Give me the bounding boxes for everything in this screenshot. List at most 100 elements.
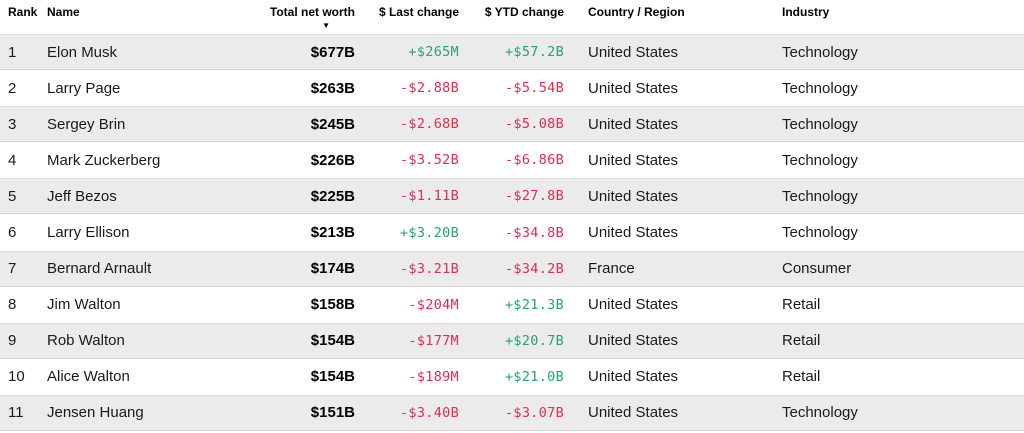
cell-net-worth: $677B xyxy=(310,43,355,61)
cell-rank: 7 xyxy=(8,260,17,278)
cell-last-change: -$189M xyxy=(408,368,459,385)
cell-country: United States xyxy=(588,187,679,205)
cell-net-worth: $158B xyxy=(310,296,355,314)
cell-country: United States xyxy=(588,296,679,314)
cell-name: Alice Walton xyxy=(47,368,130,386)
cell-country: United States xyxy=(588,404,679,422)
cell-name: Larry Page xyxy=(47,79,121,97)
cell-net-worth: $154B xyxy=(310,332,355,350)
cell-last-change: -$177M xyxy=(408,332,459,349)
cell-name: Sergey Brin xyxy=(47,115,126,133)
column-header-net-worth[interactable]: Total net worth ▼ xyxy=(255,5,355,34)
cell-industry: Technology xyxy=(782,151,858,169)
cell-name: Bernard Arnault xyxy=(47,260,152,278)
sort-desc-icon: ▼ xyxy=(322,21,330,30)
cell-name: Jensen Huang xyxy=(47,404,144,422)
table-row[interactable]: 3 Sergey Brin $245B -$2.68B -$5.08B Unit… xyxy=(0,106,1024,143)
column-header-industry[interactable]: Industry xyxy=(782,5,830,19)
cell-country: United States xyxy=(588,368,679,386)
cell-name: Rob Walton xyxy=(47,332,125,350)
cell-last-change: -$3.52B xyxy=(400,152,459,169)
cell-ytd-change: +$20.7B xyxy=(505,332,564,349)
cell-industry: Consumer xyxy=(782,260,852,278)
cell-last-change: -$204M xyxy=(408,296,459,313)
cell-net-worth: $213B xyxy=(310,224,355,242)
cell-rank: 1 xyxy=(8,43,17,61)
table-row[interactable]: 11 Jensen Huang $151B -$3.40B -$3.07B Un… xyxy=(0,394,1024,432)
cell-industry: Retail xyxy=(782,332,821,350)
cell-ytd-change: -$34.2B xyxy=(505,260,564,277)
cell-industry: Technology xyxy=(782,115,858,133)
cell-rank: 4 xyxy=(8,151,17,169)
cell-industry: Technology xyxy=(782,404,858,422)
column-header-ytd-change[interactable]: $ YTD change xyxy=(484,5,564,19)
cell-name: Jeff Bezos xyxy=(47,187,117,205)
cell-last-change: +$3.20B xyxy=(400,224,459,241)
cell-ytd-change: -$5.54B xyxy=(505,80,564,97)
cell-ytd-change: -$5.08B xyxy=(505,116,564,133)
cell-country: France xyxy=(588,260,635,278)
table-row[interactable]: 9 Rob Walton $154B -$177M +$20.7B United… xyxy=(0,322,1024,359)
cell-ytd-change: +$57.2B xyxy=(505,44,564,61)
cell-country: United States xyxy=(588,79,679,97)
cell-name: Larry Ellison xyxy=(47,224,130,242)
cell-net-worth: $226B xyxy=(310,151,355,169)
table-row[interactable]: 1 Elon Musk $677B +$265M +$57.2B United … xyxy=(0,34,1024,71)
cell-last-change: -$2.88B xyxy=(400,80,459,97)
cell-last-change: +$265M xyxy=(408,44,459,61)
cell-name: Mark Zuckerberg xyxy=(47,151,161,169)
table-row[interactable]: 7 Bernard Arnault $174B -$3.21B -$34.2B … xyxy=(0,250,1024,287)
cell-last-change: -$1.11B xyxy=(400,188,459,205)
cell-net-worth: $154B xyxy=(310,368,355,386)
cell-net-worth: $151B xyxy=(310,404,355,422)
table-row[interactable]: 10 Alice Walton $154B -$189M +$21.0B Uni… xyxy=(0,358,1024,395)
cell-rank: 8 xyxy=(8,296,17,314)
cell-ytd-change: -$6.86B xyxy=(505,152,564,169)
cell-rank: 6 xyxy=(8,224,17,242)
cell-country: United States xyxy=(588,115,679,133)
cell-industry: Technology xyxy=(782,224,858,242)
table-body: 1 Elon Musk $677B +$265M +$57.2B United … xyxy=(0,34,1024,432)
column-header-country[interactable]: Country / Region xyxy=(588,5,685,19)
column-header-net-worth-label: Total net worth xyxy=(269,5,355,19)
cell-name: Jim Walton xyxy=(47,296,121,314)
cell-rank: 5 xyxy=(8,187,17,205)
cell-net-worth: $174B xyxy=(310,260,355,278)
cell-name: Elon Musk xyxy=(47,43,118,61)
cell-ytd-change: -$27.8B xyxy=(505,188,564,205)
cell-net-worth: $263B xyxy=(310,79,355,97)
cell-ytd-change: +$21.3B xyxy=(505,296,564,313)
cell-rank: 3 xyxy=(8,115,17,133)
cell-ytd-change: -$34.8B xyxy=(505,224,564,241)
column-header-rank[interactable]: Rank xyxy=(8,5,38,19)
table-row[interactable]: 8 Jim Walton $158B -$204M +$21.3B United… xyxy=(0,286,1024,323)
table-row[interactable]: 2 Larry Page $263B -$2.88B -$5.54B Unite… xyxy=(0,70,1024,107)
cell-rank: 10 xyxy=(8,368,25,386)
cell-country: United States xyxy=(588,151,679,169)
cell-rank: 9 xyxy=(8,332,17,350)
table-row[interactable]: 5 Jeff Bezos $225B -$1.11B -$27.8B Unite… xyxy=(0,178,1024,215)
cell-last-change: -$3.40B xyxy=(400,404,459,421)
cell-net-worth: $225B xyxy=(310,187,355,205)
cell-last-change: -$3.21B xyxy=(400,260,459,277)
cell-last-change: -$2.68B xyxy=(400,116,459,133)
cell-country: United States xyxy=(588,224,679,242)
cell-industry: Retail xyxy=(782,368,821,386)
table-header-row: Rank Name Total net worth ▼ $ Last chang… xyxy=(0,0,1024,34)
cell-ytd-change: -$3.07B xyxy=(505,404,564,421)
cell-rank: 2 xyxy=(8,79,17,97)
table-row[interactable]: 4 Mark Zuckerberg $226B -$3.52B -$6.86B … xyxy=(0,142,1024,179)
cell-country: United States xyxy=(588,43,679,61)
table-row[interactable]: 6 Larry Ellison $213B +$3.20B -$34.8B Un… xyxy=(0,214,1024,251)
column-header-name[interactable]: Name xyxy=(47,5,80,19)
cell-country: United States xyxy=(588,332,679,350)
cell-industry: Technology xyxy=(782,79,858,97)
cell-ytd-change: +$21.0B xyxy=(505,368,564,385)
cell-net-worth: $245B xyxy=(310,115,355,133)
cell-industry: Retail xyxy=(782,296,821,314)
cell-industry: Technology xyxy=(782,187,858,205)
cell-industry: Technology xyxy=(782,43,858,61)
cell-rank: 11 xyxy=(8,404,24,422)
column-header-last-change[interactable]: $ Last change xyxy=(378,5,459,19)
